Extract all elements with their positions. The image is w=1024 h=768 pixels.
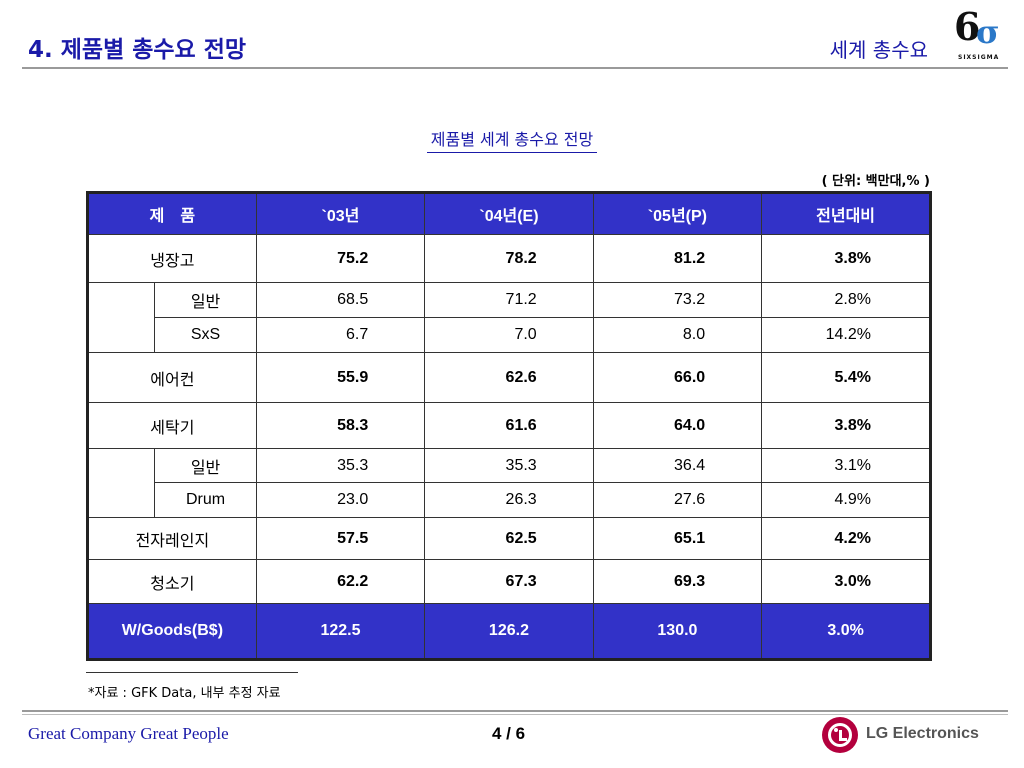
footnote-divider bbox=[86, 672, 298, 673]
table-row: 전자레인지 57.5 62.5 65.1 4.2% bbox=[87, 517, 931, 560]
cell-2005: 81.2 bbox=[592, 234, 763, 283]
cell-2005: 65.1 bbox=[592, 517, 763, 560]
footer-divider bbox=[22, 710, 1008, 712]
cell-2004: 62.6 bbox=[424, 352, 594, 403]
cell-2004: 7.0 bbox=[424, 317, 594, 353]
col-header-2004: `04년(E) bbox=[424, 192, 594, 235]
table-row: 청소기 62.2 67.3 69.3 3.0% bbox=[87, 559, 931, 604]
row-label: 청소기 bbox=[87, 559, 257, 604]
row-label: 세탁기 bbox=[87, 402, 257, 449]
cell-2005: 27.6 bbox=[592, 482, 763, 518]
demand-table: 제 품 `03년 `04년(E) `05년(P) 전년대비 냉장고 75.2 7… bbox=[86, 191, 932, 661]
cell-2003: 35.3 bbox=[255, 448, 426, 483]
cell-2003: 23.0 bbox=[255, 482, 426, 518]
indent-spacer bbox=[86, 282, 156, 353]
slide-title: 4. 제품별 총수요 전망 bbox=[28, 37, 247, 63]
row-label: Drum bbox=[154, 482, 257, 518]
section-label: 세계 총수요 bbox=[829, 38, 928, 62]
cell-2004: 35.3 bbox=[424, 448, 594, 483]
cell-2003: 57.5 bbox=[255, 517, 426, 560]
cell-2004: 126.2 bbox=[424, 603, 594, 660]
table-row: 세탁기 58.3 61.6 64.0 3.8% bbox=[87, 402, 931, 449]
logo-subtext: SIXSIGMA bbox=[958, 54, 1000, 61]
row-label: 일반 bbox=[154, 448, 257, 483]
lg-brand-text: LG Electronics bbox=[866, 725, 979, 742]
row-label: 냉장고 bbox=[87, 234, 257, 283]
cell-2004: 78.2 bbox=[424, 234, 594, 283]
lg-face-icon bbox=[822, 717, 858, 753]
table-row: Drum 23.0 26.3 27.6 4.9% bbox=[88, 482, 931, 518]
row-label: 전자레인지 bbox=[87, 517, 257, 560]
row-label: 일반 bbox=[154, 282, 257, 318]
table-row: 일반 68.5 71.2 73.2 2.8% bbox=[86, 282, 931, 353]
cell-2005: 66.0 bbox=[592, 352, 763, 403]
cell-yoy: 3.8% bbox=[761, 402, 931, 449]
cell-yoy: 3.8% bbox=[761, 234, 931, 283]
row-label: W/Goods(B$) bbox=[87, 603, 257, 660]
cell-2004: 26.3 bbox=[424, 482, 594, 518]
table-row: 일반 35.3 35.3 36.4 3.1% bbox=[86, 448, 931, 518]
indent-spacer bbox=[86, 448, 156, 518]
cell-2005: 36.4 bbox=[592, 448, 763, 483]
cell-2005: 64.0 bbox=[592, 402, 763, 449]
cell-2003: 122.5 bbox=[255, 603, 426, 660]
table-row: 에어컨 55.9 62.6 66.0 5.4% bbox=[87, 352, 931, 403]
table-title: 제품별 세계 총수요 전망 bbox=[0, 126, 1024, 153]
cell-2003: 55.9 bbox=[255, 352, 426, 403]
footer-divider-thin bbox=[22, 714, 1008, 715]
row-label: 에어컨 bbox=[87, 352, 257, 403]
col-header-yoy: 전년대비 bbox=[761, 192, 931, 235]
logo-sigma: σ bbox=[976, 13, 1000, 51]
cell-yoy: 14.2% bbox=[761, 317, 931, 353]
cell-2005: 69.3 bbox=[592, 559, 763, 604]
cell-2003: 75.2 bbox=[255, 234, 426, 283]
cell-yoy: 2.8% bbox=[761, 282, 931, 318]
footnote: *자료 : GFK Data, 내부 추정 자료 bbox=[88, 686, 281, 701]
cell-yoy: 4.2% bbox=[761, 517, 931, 560]
cell-2004: 67.3 bbox=[424, 559, 594, 604]
cell-2003: 62.2 bbox=[255, 559, 426, 604]
sixsigma-60-logo: 6 σ SIXSIGMA bbox=[952, 8, 1012, 64]
col-header-2003: `03년 bbox=[255, 192, 426, 235]
table-header-row: 제 품 `03년 `04년(E) `05년(P) 전년대비 bbox=[87, 192, 931, 235]
cell-yoy: 3.0% bbox=[761, 559, 931, 604]
cell-2004: 61.6 bbox=[424, 402, 594, 449]
row-label: SxS bbox=[154, 317, 257, 353]
header-divider bbox=[22, 67, 1008, 69]
cell-2005: 8.0 bbox=[592, 317, 763, 353]
cell-2003: 6.7 bbox=[255, 317, 426, 353]
cell-yoy: 3.0% bbox=[761, 603, 931, 660]
cell-yoy: 3.1% bbox=[761, 448, 931, 483]
col-header-product: 제 품 bbox=[87, 192, 257, 235]
table-total-row: W/Goods(B$) 122.5 126.2 130.0 3.0% bbox=[87, 603, 931, 660]
table-row: SxS 6.7 7.0 8.0 14.2% bbox=[88, 317, 931, 353]
col-header-2005: `05년(P) bbox=[592, 192, 763, 235]
cell-2003: 58.3 bbox=[255, 402, 426, 449]
page-number: 4 / 6 bbox=[492, 724, 526, 743]
cell-2003: 68.5 bbox=[255, 282, 426, 318]
cell-2004: 71.2 bbox=[424, 282, 594, 318]
cell-yoy: 4.9% bbox=[761, 482, 931, 518]
logo-number: 6 bbox=[954, 4, 981, 49]
unit-label: ( 단위: 백만대,% ) bbox=[821, 174, 930, 189]
footer-slogan: Great Company Great People bbox=[28, 724, 229, 743]
cell-yoy: 5.4% bbox=[761, 352, 931, 403]
cell-2004: 62.5 bbox=[424, 517, 594, 560]
table-row: 냉장고 75.2 78.2 81.2 3.8% bbox=[87, 234, 931, 283]
cell-2005: 73.2 bbox=[592, 282, 763, 318]
cell-2005: 130.0 bbox=[592, 603, 763, 660]
lg-logo: LG Electronics bbox=[822, 717, 1008, 755]
